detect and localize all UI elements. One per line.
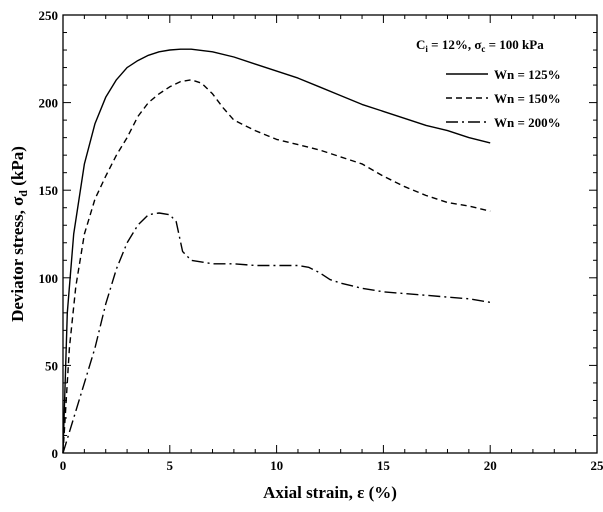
x-tick-label: 5 [167, 458, 174, 473]
test-conditions-note: Ci = 12%, σc = 100 kPa [416, 37, 544, 54]
y-axis-title-main: Deviator stress, σ [8, 196, 27, 322]
y-axis-title: Deviator stress, σd (kPa) [8, 146, 30, 322]
x-tick-label: 10 [270, 458, 283, 473]
y-tick-label: 150 [39, 183, 59, 198]
x-tick-label: 25 [591, 458, 603, 473]
x-axis-title: Axial strain, ε (%) [263, 483, 397, 502]
series-line-1 [63, 49, 490, 453]
legend: Wn = 125% Wn = 150% Wn = 200% [446, 67, 561, 130]
y-tick-label: 50 [45, 358, 58, 373]
y-tick-label: 0 [52, 446, 59, 461]
note-c-val: = 12%, σ [428, 37, 481, 52]
x-tick-label: 15 [377, 458, 391, 473]
y-tick-label: 100 [39, 271, 59, 286]
y-tick-label: 250 [39, 8, 59, 23]
x-tick-label: 20 [484, 458, 497, 473]
x-tick-label: 0 [60, 458, 67, 473]
legend-label-2: Wn = 150% [494, 91, 561, 106]
series-layer [63, 49, 490, 453]
y-axis-title-unit: (kPa) [8, 146, 27, 190]
legend-label-1: Wn = 125% [494, 67, 561, 82]
series-line-2 [63, 80, 490, 453]
note-c: C [416, 37, 425, 52]
series-line-3 [63, 213, 490, 453]
note-s-val: = 100 kPa [485, 37, 544, 52]
y-tick-label: 200 [39, 96, 59, 111]
x-axis-ticks: 0 5 10 15 20 25 [60, 15, 603, 473]
legend-label-3: Wn = 200% [494, 115, 561, 130]
